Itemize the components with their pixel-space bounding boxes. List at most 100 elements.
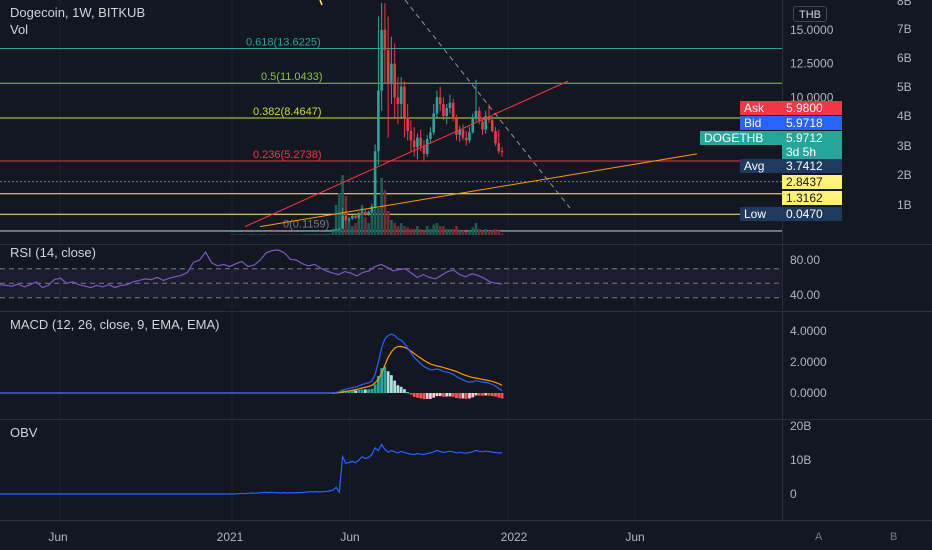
macd-signal-line [0,345,503,394]
volume-bar [419,229,422,235]
volume-bar [263,234,266,235]
volume-bar [481,230,484,235]
ask-tag-value: 5.9800 [782,101,842,115]
volume-bar [286,234,289,235]
candle-body [425,139,429,154]
candle-body [269,230,273,232]
candle-body [464,137,468,141]
candle-body [373,151,377,207]
candle-body [383,29,387,51]
candle-body [481,121,484,130]
volume-bar [351,226,354,235]
volume-bar [396,226,400,235]
macd-histogram-bar [360,389,364,393]
candle-body [409,130,413,141]
volume-bar [393,223,396,235]
volume-bar [308,233,312,235]
macd-histogram-bar [354,390,358,393]
macd-histogram-bar [419,393,423,399]
macd-histogram-bar [464,393,468,399]
volume-bar [422,230,426,235]
candle-body [471,118,475,133]
time-tick-3: 2022 [501,530,528,544]
macd-histogram-bar [471,393,475,398]
candle-body [484,116,488,130]
price-axis-border [782,0,783,520]
last-price-tag-value: 5.9712 [782,131,842,145]
currency-button[interactable]: THB [793,6,827,22]
ask-tag-label: Ask [740,101,782,115]
macd-histogram-bar [451,393,455,397]
candle-body [325,230,328,232]
candle-body [477,110,481,122]
volume-bar [246,234,250,235]
volume-bar [484,229,488,235]
candle-body [282,230,286,232]
candle-body [377,90,380,152]
volume-bar [256,234,260,235]
candle-body [442,104,445,117]
candle-body [438,97,442,105]
candle-body [490,120,494,131]
macd-tick-2: 2.0000 [790,355,827,369]
macd-histogram-bar [383,366,387,393]
volume-bar [357,217,361,235]
obv-tick-20b: 20B [790,419,811,433]
fib-label-3: 0.236(5.2738) [253,149,322,161]
trendline-dashed [404,0,571,209]
candle-body [370,206,374,212]
level-tag-1-3162: 1.3162 [782,191,842,205]
macd-histogram-bar [448,393,452,397]
volume-bar [266,234,270,235]
bid-tag-value: 5.9718 [782,116,842,130]
volume-bar [412,229,416,235]
volume-bar [406,227,409,235]
candle-body [321,230,325,232]
trendline-red [244,80,569,228]
volume-tick-5: 3B [897,139,912,153]
volume-bar [494,229,497,235]
macd-histogram-bar [461,393,465,399]
candle-body [292,230,296,232]
volume-bar [429,229,432,235]
candle-body [243,230,247,232]
candle-body [344,215,348,220]
pane-separator-0 [0,244,932,245]
auto-scale-button[interactable]: A [815,531,823,543]
candle-body [451,102,455,119]
volume-bar [259,234,263,235]
settings-button[interactable]: B [890,531,898,543]
candle-body [253,230,257,232]
price-tick-2: 10.0000 [790,90,834,104]
volume-bar [233,234,237,235]
candle-body [305,230,309,232]
volume-bar [500,233,504,235]
candle-body [338,228,341,230]
candle-body [497,143,501,152]
rsi-tick-40: 40.00 [790,288,820,302]
candle-body [312,230,315,232]
candle-body [357,213,361,218]
volume-bar [477,229,481,235]
candle-body [295,230,299,232]
volume-bar [299,234,302,235]
macd-histogram-bar [494,393,497,397]
candle-body [435,97,439,114]
volume-bar [315,233,318,235]
candle-body [246,230,250,232]
volume-bar [464,232,468,235]
volume-bar [269,234,273,235]
volume-bar [377,208,380,235]
low-tag-value: 0.0470 [782,207,842,221]
volume-bar [282,234,286,235]
volume-bar [386,211,390,235]
candle-body [468,132,471,141]
macd-histogram-bar [406,392,410,394]
candle-body [299,230,302,232]
volume-tick-2: 6B [897,51,912,65]
volume-bar [272,234,276,235]
volume-bar [461,230,465,235]
volume-bar [328,233,331,235]
candle-body [240,230,244,232]
